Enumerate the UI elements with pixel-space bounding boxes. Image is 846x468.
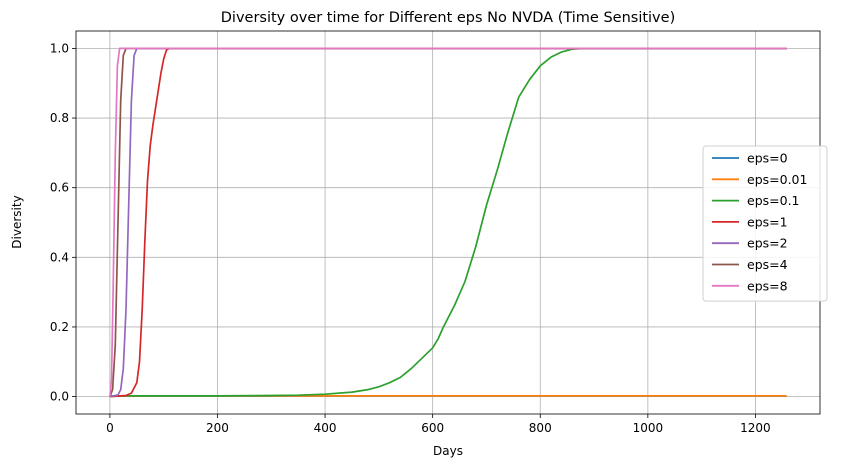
x-axis-label: Days — [433, 444, 463, 458]
legend-label: eps=1 — [747, 214, 788, 229]
x-tick-label: 0 — [106, 421, 114, 435]
series-line-eps-1 — [109, 47, 787, 398]
plot-background — [76, 31, 820, 414]
y-tick-label: 0.4 — [50, 250, 69, 264]
x-tick-label: 400 — [314, 421, 337, 435]
x-tick-label: 600 — [421, 421, 444, 435]
x-tick-label: 1200 — [740, 421, 771, 435]
legend: eps=0 eps=0.01 eps=0.1 eps=1 eps=2 eps=4 eps=8 — [702, 145, 828, 302]
x-tick-label: 800 — [529, 421, 552, 435]
legend-label: eps=0 — [747, 151, 788, 166]
legend-label: eps=4 — [747, 257, 788, 272]
y-tick-label: 0.0 — [50, 390, 69, 404]
chart-title: Diversity over time for Different eps No… — [221, 10, 675, 26]
legend-label: eps=0.1 — [747, 193, 800, 208]
legend-label: eps=2 — [747, 236, 788, 251]
y-tick-label: 0.6 — [50, 181, 69, 195]
y-tick-label: 1.0 — [50, 41, 69, 55]
series-line-eps-8 — [109, 47, 787, 397]
y-tick-label: 0.2 — [50, 320, 69, 334]
x-tick-label: 200 — [206, 421, 229, 435]
x-tick-label: 1000 — [633, 421, 664, 435]
series-line-eps-2 — [109, 47, 787, 398]
series-line-eps-4 — [109, 47, 787, 397]
legend-label: eps=8 — [747, 278, 788, 293]
legend-box — [702, 145, 828, 302]
series-line-eps-0-1 — [109, 47, 787, 397]
legend-label: eps=0.01 — [747, 172, 807, 187]
axis-ticks: 0 200 400 600 800 1000 1200 0.0 0.2 0.4 0.6 0.8 1.0 — [50, 41, 771, 435]
y-tick-label: 0.8 — [50, 111, 69, 125]
y-axis-label: Diversity — [10, 195, 24, 248]
series-lines — [109, 47, 787, 398]
